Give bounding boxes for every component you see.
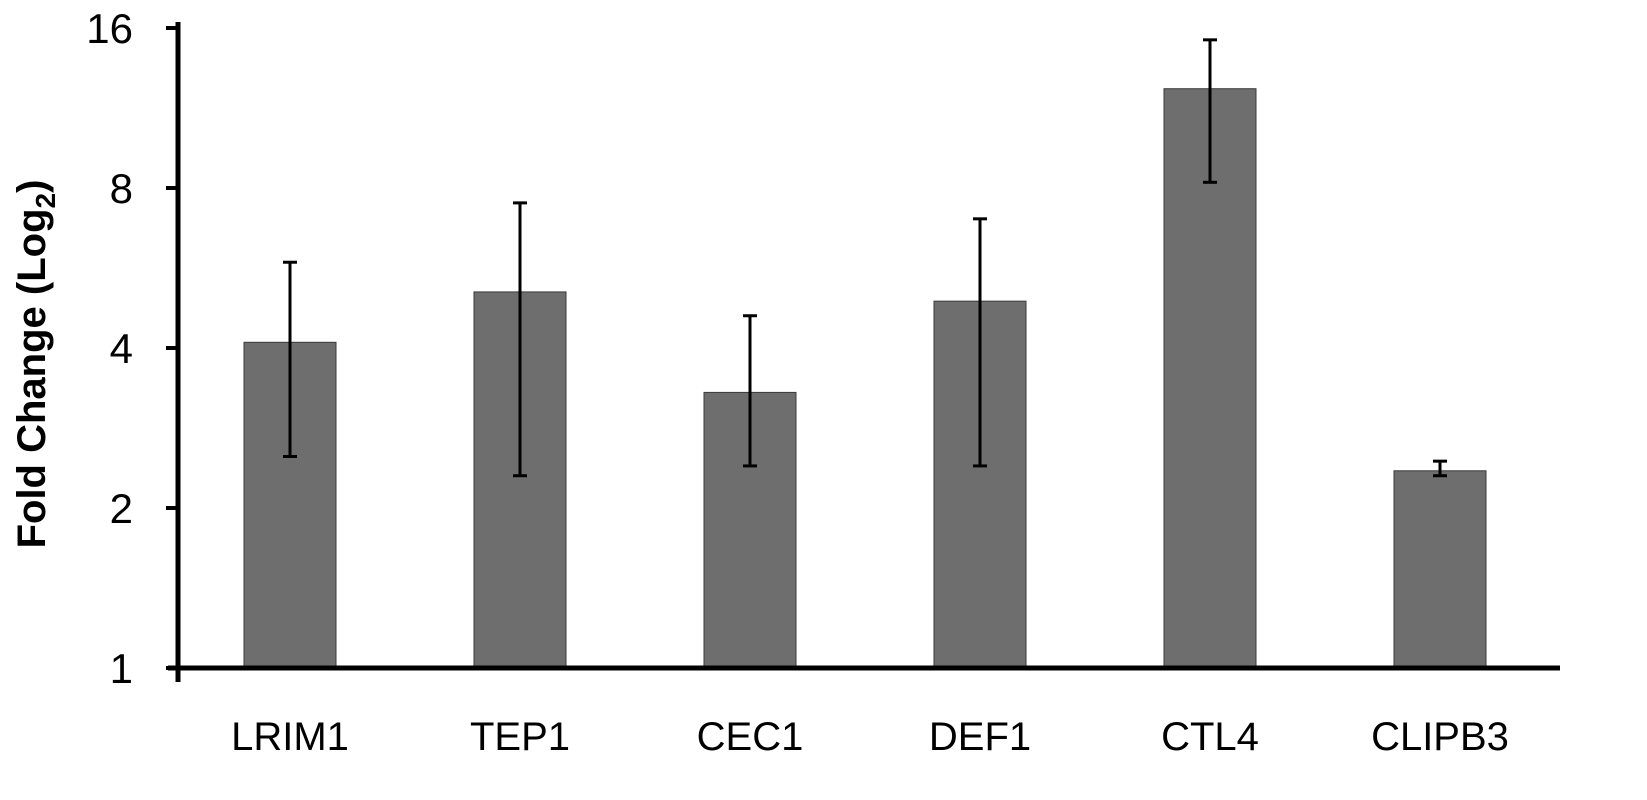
error-bar-def1: [973, 217, 987, 468]
y-tick-label-2: 2: [110, 485, 133, 532]
error-bar-tep1: [513, 201, 527, 478]
y-tick-label-4: 4: [110, 325, 133, 372]
bars-layer: [243, 88, 1487, 669]
error-bars-layer: [283, 38, 1447, 478]
axes-layer: [168, 22, 1560, 682]
error-bar-ctl4: [1203, 38, 1217, 184]
y-axis-title-subscript: 2: [30, 193, 61, 209]
y-tick-label-16: 16: [86, 5, 133, 52]
x-label-tep1: TEP1: [470, 715, 570, 759]
x-label-ctl4: CTL4: [1161, 715, 1259, 759]
svg-text:Fold Change (Log2): Fold Change (Log2): [10, 180, 61, 549]
x-label-cec1: CEC1: [697, 715, 804, 759]
y-tick-label-8: 8: [110, 165, 133, 212]
y-axis-title: Fold Change (Log2): [10, 180, 61, 549]
bar-ctl4: [1163, 88, 1257, 669]
x-label-lrim1: LRIM1: [231, 715, 349, 759]
y-ticks-layer: 1 2 4 8 16: [86, 5, 178, 692]
bar-clipb3: [1393, 470, 1487, 669]
x-labels-layer: LRIM1 TEP1 CEC1 DEF1 CTL4 CLIPB3: [231, 715, 1509, 759]
y-axis-title-suffix: ): [10, 180, 54, 193]
error-bar-cec1: [743, 314, 757, 468]
y-axis-title-main: Fold Change (Log: [10, 208, 54, 548]
y-tick-label-1: 1: [110, 645, 133, 692]
error-bar-lrim1: [283, 260, 297, 458]
error-bar-clipb3: [1433, 459, 1447, 478]
x-label-clipb3: CLIPB3: [1371, 715, 1509, 759]
x-label-def1: DEF1: [929, 715, 1031, 759]
